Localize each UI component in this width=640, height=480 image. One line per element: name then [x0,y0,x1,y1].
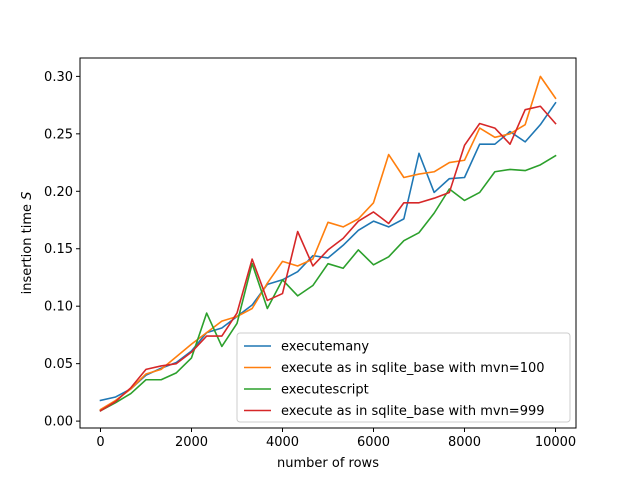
x-tick-label: 0 [96,435,104,450]
y-tick-label: 0.00 [44,415,73,430]
series-line-1 [99,101,557,402]
series-line-2 [99,75,557,411]
legend-label: executescript [281,383,369,398]
legend-box [236,332,571,423]
legend-label: execute as in sqlite_base with mvn=999 [281,404,545,419]
ticks-group: 0 2000 4000 6000 8000 10000 0.00 0.05 0.10 0.15 0.… [44,70,576,450]
y-axis-label: insertion time S [20,192,35,295]
y-tick-label: 0.25 [44,127,73,142]
x-axis-label: number of rows [277,456,379,471]
x-tick-label: 6000 [357,435,390,450]
y-tick-label: 0.10 [44,300,73,315]
series-line-4 [99,105,557,412]
y-tick-label: 0.30 [44,70,73,85]
y-axis-label-unit: S [20,192,35,200]
x-tick-label: 4000 [266,435,299,450]
x-tick-label: 8000 [448,435,481,450]
legend: executemany execute as in sqlite_base wit… [236,332,571,423]
y-axis-label-text: insertion time [20,200,35,295]
legend-label: execute as in sqlite_base with mvn=100 [281,361,545,376]
y-tick-label: 0.15 [44,242,73,257]
y-tick-label: 0.05 [44,357,73,372]
series-group [99,75,557,412]
axes-frame [79,57,577,429]
x-tick-label: 2000 [175,435,208,450]
x-tick-label: 10000 [535,435,576,450]
series-line-3 [99,154,557,412]
y-tick-label: 0.20 [44,185,73,200]
legend-label: executemany [281,340,369,355]
